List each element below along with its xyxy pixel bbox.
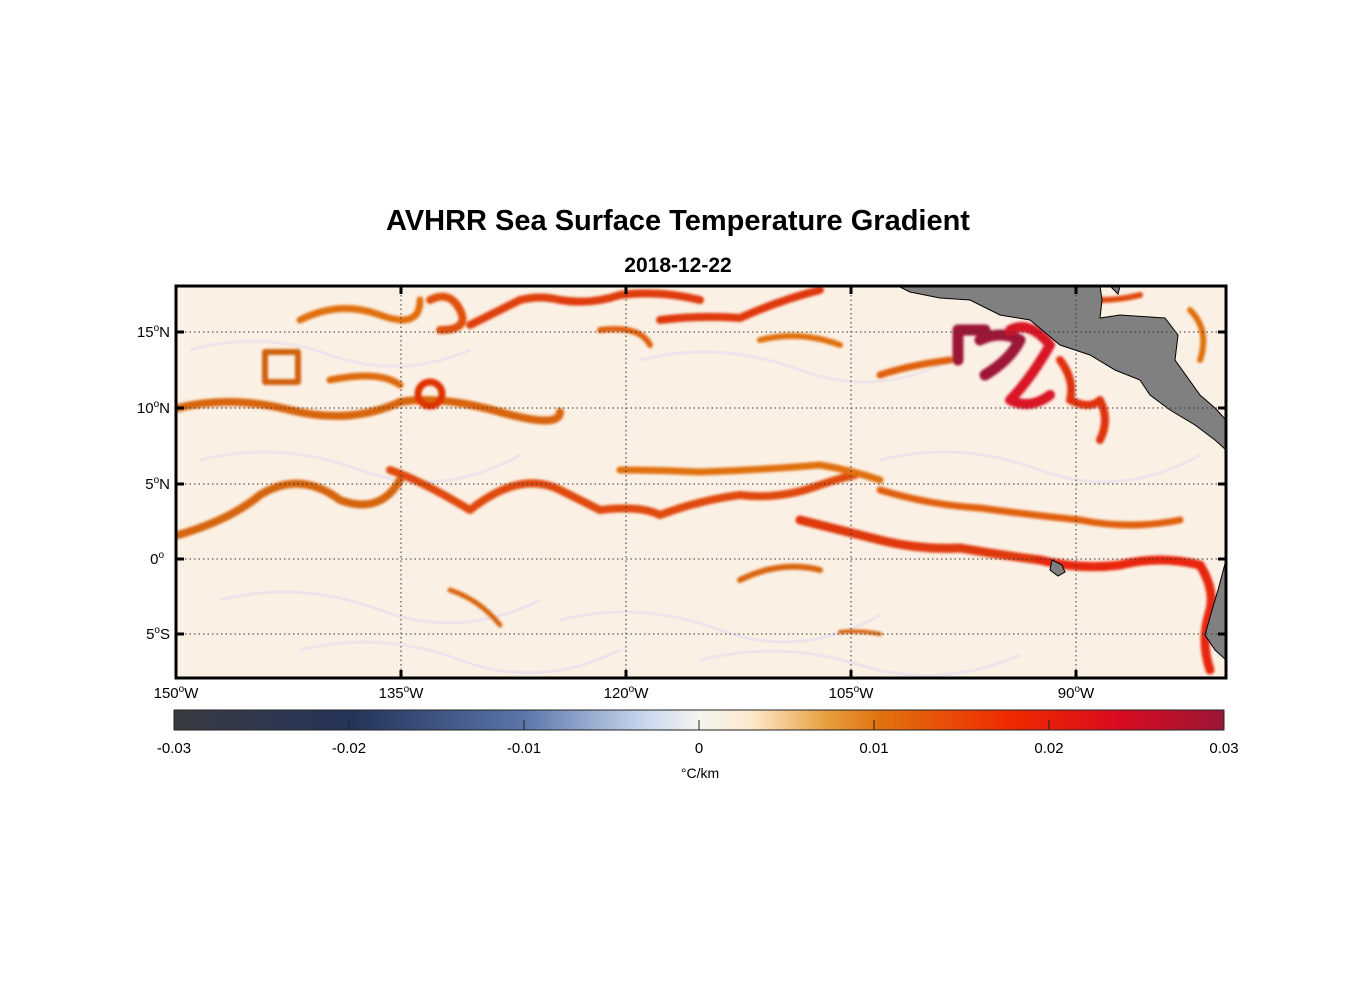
colorbar-tick-label: 0.01	[859, 740, 889, 757]
colorbar-tick-label: 0.03	[1209, 740, 1239, 757]
map-title: AVHRR Sea Surface Temperature Gradient	[386, 205, 970, 237]
lat-label-5s: 5oS	[146, 625, 170, 643]
colorbar-ticks	[348, 720, 1050, 730]
lon-label-120w: 120oW	[603, 684, 649, 702]
galapagos-land	[1049, 559, 1066, 577]
lon-label-150w: 150oW	[153, 684, 199, 702]
sst-fronts	[176, 286, 1216, 675]
lon-label-105w: 105oW	[828, 684, 874, 702]
map-frame	[174, 284, 1228, 680]
colorbar-tick-label: 0	[694, 740, 704, 757]
lon-label-90w: 90oW	[1057, 684, 1095, 702]
colorbar-tick-label: 0.02	[1034, 740, 1064, 757]
lat-label-10n: 10oN	[136, 399, 170, 417]
lat-label-5n: 5oN	[145, 475, 170, 493]
map-area	[176, 286, 1226, 678]
lon-label-135w: 135oW	[378, 684, 424, 702]
weak-gradient-texture	[189, 339, 1201, 677]
colorbar-tick-label: -0.01	[506, 740, 542, 757]
lat-label-0: 0o	[150, 550, 164, 568]
central-america-land	[897, 286, 1226, 451]
map-date: 2018-12-22	[624, 254, 732, 277]
lat-label-15n: 15oN	[136, 323, 170, 341]
colorbar-tick-label: -0.02	[331, 740, 367, 757]
colorbar-unit-label: °C/km	[680, 765, 720, 781]
colorbar-tick-label: -0.03	[156, 740, 192, 757]
frame-ticks	[176, 286, 1226, 678]
